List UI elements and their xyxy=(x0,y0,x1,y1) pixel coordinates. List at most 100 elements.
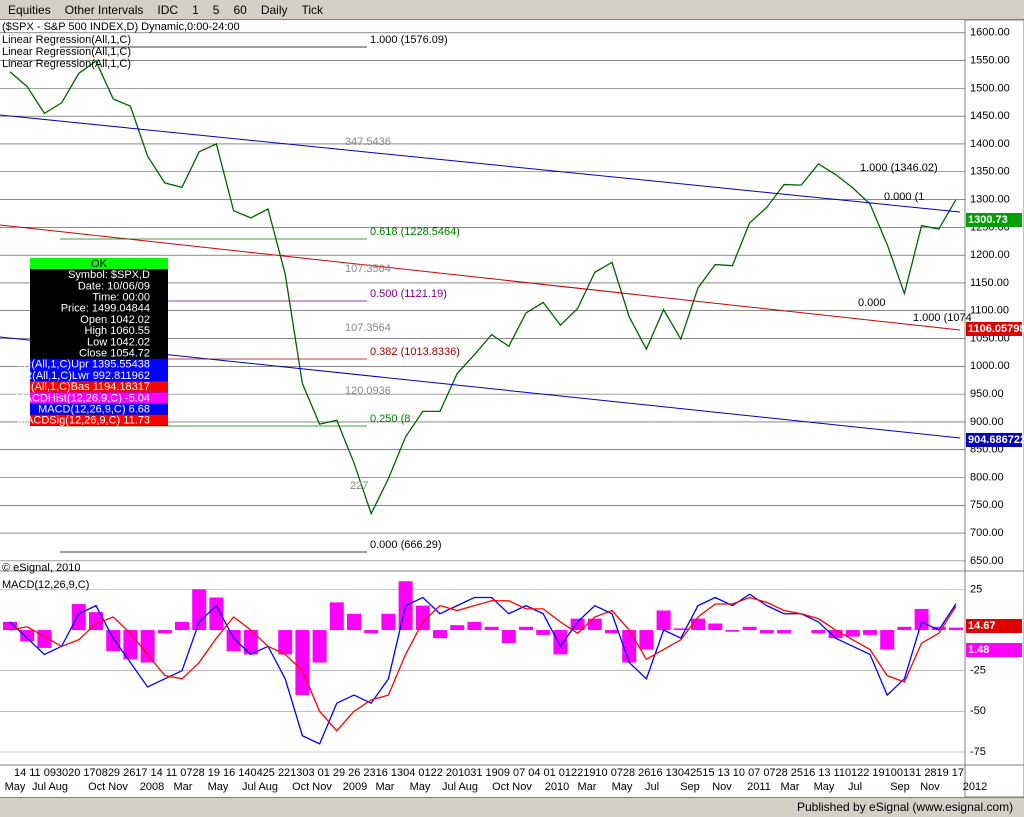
y-tick-label: 1500.00 xyxy=(970,82,1010,94)
study-label: Linear Regression(All,1,C) xyxy=(2,46,131,58)
y-tick-label: 800.00 xyxy=(970,471,1004,483)
x-month: 2011 xyxy=(747,781,771,793)
x-month: Jul xyxy=(645,781,659,793)
toolbar-button[interactable]: 60 xyxy=(233,2,247,17)
fib-label: 1.000 (1074 xyxy=(913,312,972,324)
data-window-text: LR(All,1,C)Bas 1194.18317 xyxy=(17,381,150,393)
hist-bar xyxy=(587,618,602,631)
hist-bar xyxy=(536,630,551,635)
fib-label: 1.000 (1576.09) xyxy=(370,34,448,46)
hist-bar xyxy=(708,623,723,631)
x-month: May xyxy=(814,781,835,793)
hist-bar xyxy=(209,597,224,631)
data-window-text: Symbol: $SPX,D xyxy=(68,269,150,281)
data-window-row xyxy=(30,370,168,381)
hist-bar xyxy=(450,625,465,631)
series-line xyxy=(9,593,957,745)
toolbar: Equities Other Intervals IDC 1 5 60 Daily Tick xyxy=(0,0,1024,20)
hist-bar xyxy=(3,621,17,631)
study-label: Linear Regression(All,1,C) xyxy=(2,58,131,70)
hist-bar xyxy=(347,613,361,631)
value-flag-label: 14.67 xyxy=(968,620,996,632)
panel-title: ($SPX - S&P 500 INDEX,D) Dynamic,0:00-24… xyxy=(2,21,240,33)
y-tick-label: 1150.00 xyxy=(970,277,1009,289)
fib-label: 0.000 (666.29) xyxy=(370,539,442,551)
fib-label: 0.250 (8 xyxy=(370,413,410,425)
x-month: Oct Nov xyxy=(492,781,532,793)
fib-label: 107.3564 xyxy=(345,263,391,275)
hist-bar xyxy=(71,604,86,631)
data-window-row xyxy=(30,381,168,393)
hist-bar xyxy=(897,626,912,631)
value-flag xyxy=(966,213,1022,227)
hist-bar xyxy=(295,630,310,696)
hist-bar xyxy=(89,612,103,631)
value-flag-label: 904.686722 xyxy=(968,434,1024,446)
x-month: May xyxy=(5,781,26,793)
fib-label: 120.0936 xyxy=(345,385,391,397)
y-tick-label: -25 xyxy=(970,665,986,677)
hist-bar xyxy=(863,630,877,635)
hist-bar xyxy=(329,602,344,631)
value-flag xyxy=(966,619,1022,633)
x-month: Mar xyxy=(174,781,193,793)
hist-bar xyxy=(106,630,121,652)
x-month: Jul xyxy=(848,781,862,793)
y-tick-label: -75 xyxy=(970,746,986,758)
x-month: Jul Aug xyxy=(442,781,478,793)
hist-bar xyxy=(931,626,946,631)
x-month: 2012 xyxy=(963,781,987,793)
hist-bar xyxy=(949,627,963,631)
data-window-row xyxy=(30,403,168,415)
x-month: 2010 xyxy=(545,781,569,793)
value-flag xyxy=(966,643,1022,657)
data-window-text: LR(All,1,C)Upr 1395.55438 xyxy=(17,359,150,371)
hist-bar xyxy=(20,630,35,642)
x-month: Sep xyxy=(890,781,910,793)
x-month: Jul Aug xyxy=(32,781,68,793)
x-days: 14 11 093020 170829 2617 14 11 0728 19 1… xyxy=(14,767,964,779)
y-tick-label: 700.00 xyxy=(970,527,1004,539)
regression-line xyxy=(0,114,961,213)
hist-bar xyxy=(673,628,688,631)
data-window-text: MACDHist(12,26,9,C) -5.04 xyxy=(16,392,151,404)
hist-bar xyxy=(519,626,533,631)
x-month: 2008 xyxy=(140,781,164,793)
data-window-text: Open 1042.02 xyxy=(80,314,150,326)
y-tick-label: 900.00 xyxy=(970,416,1004,428)
hist-bar xyxy=(192,589,207,631)
hist-bar xyxy=(312,630,327,663)
y-tick-label: 1000.00 xyxy=(970,360,1010,372)
value-flag-label: 1.48 xyxy=(968,644,989,656)
toolbar-button[interactable]: Equities xyxy=(8,2,51,17)
value-flag xyxy=(966,433,1022,447)
fib-label: 1.000 (1346.02) xyxy=(860,162,938,174)
toolbar-button[interactable]: 5 xyxy=(212,2,220,17)
fib-label: 107.3564 xyxy=(345,322,391,334)
fib-label: 0.500 (1121.19) xyxy=(370,288,447,300)
hist-bar xyxy=(484,626,499,631)
data-window-row xyxy=(30,392,168,404)
toolbar-button[interactable]: 1 xyxy=(192,2,199,17)
data-window-text: MACDSig(12,26,9,C) 11.73 xyxy=(17,415,150,427)
hist-bar xyxy=(691,618,705,631)
y-tick-label: 1300.00 xyxy=(970,193,1010,205)
y-tick-label: 1550.00 xyxy=(970,54,1010,66)
status-text: Published by eSignal (www.esignal.com) xyxy=(797,800,1014,814)
fib-label: 347.5436 xyxy=(345,136,391,148)
data-window-row xyxy=(30,414,168,426)
toolbar-button[interactable]: IDC xyxy=(157,2,179,17)
hist-bar xyxy=(467,621,482,631)
toolbar-button[interactable]: Other Intervals xyxy=(64,2,144,17)
hist-bar xyxy=(364,630,379,634)
x-month: Mar xyxy=(376,781,395,793)
hist-bar xyxy=(243,630,258,655)
toolbar-button[interactable]: Tick xyxy=(301,2,324,17)
y-tick-label: 1600.00 xyxy=(970,27,1010,39)
data-window-text: High 1060.55 xyxy=(85,325,150,337)
hist-bar xyxy=(278,630,293,655)
x-month: Mar xyxy=(781,781,800,793)
fib-label: 0.000 xyxy=(858,297,886,309)
toolbar-button[interactable]: Daily xyxy=(260,2,288,17)
hist-bar xyxy=(501,630,516,644)
